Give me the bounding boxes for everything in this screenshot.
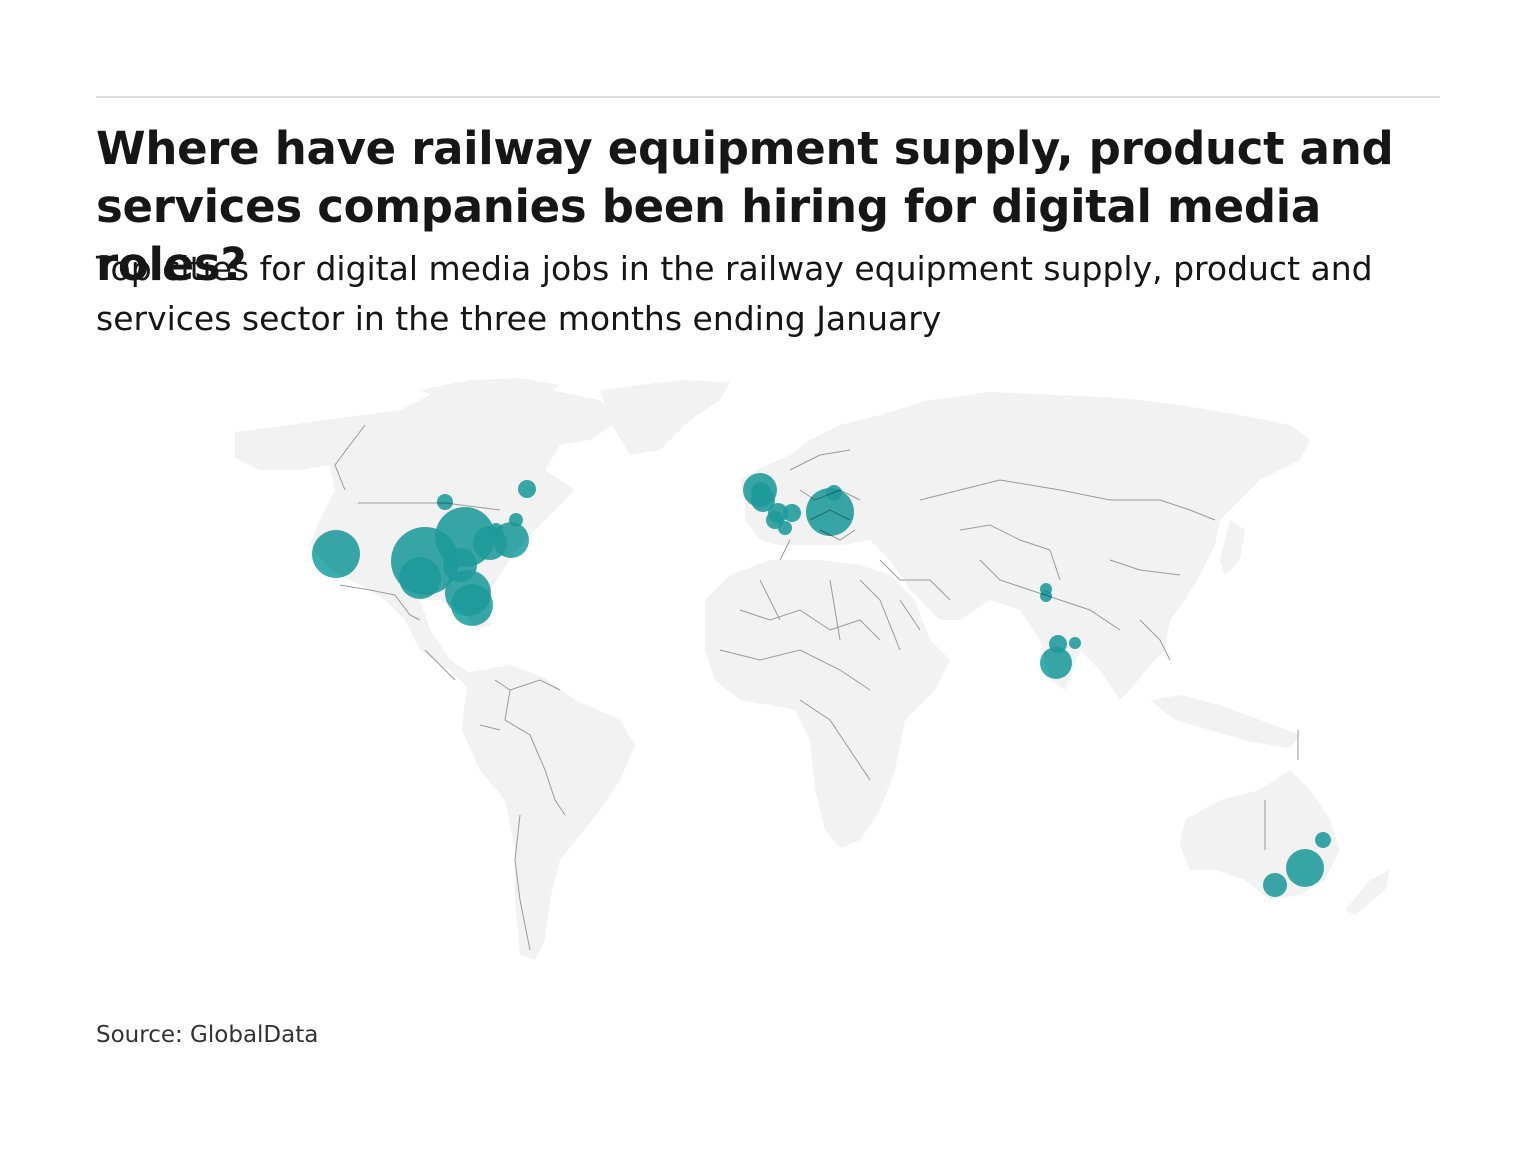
- bubble-canada-east: [518, 480, 536, 498]
- bubble-canada-central: [437, 494, 453, 510]
- bubble-india-south: [1040, 647, 1072, 679]
- southeast-asia-islands-land: [1150, 695, 1300, 748]
- world-map: [235, 378, 1390, 960]
- alaska-border: [334, 424, 366, 491]
- chart-title: Where have railway equipment supply, pro…: [96, 122, 1394, 291]
- mexico-central-america-border: [424, 649, 456, 681]
- bubbles: [312, 473, 1331, 897]
- bubble-germany-west: [783, 504, 801, 522]
- bubble-india-north-2: [1040, 590, 1052, 602]
- eurasia-land: [740, 392, 1310, 700]
- bubble-us-southeast: [451, 584, 493, 626]
- bubble-us-northeast-small: [489, 523, 503, 537]
- source-note: Source: GlobalData: [96, 1022, 319, 1048]
- bubble-us-west-coast: [312, 530, 360, 578]
- bubble-france-south: [778, 521, 792, 535]
- africa-borders: [719, 579, 901, 781]
- bubble-australia-brisbane: [1315, 832, 1331, 848]
- us-mexico-border: [339, 584, 421, 621]
- bubble-australia-melbourne: [1263, 873, 1287, 897]
- bubble-poland: [826, 485, 842, 501]
- bubble-australia-sydney: [1286, 849, 1324, 887]
- bubble-uk-london: [751, 482, 771, 502]
- africa-land: [705, 560, 950, 848]
- australia-borders: [1264, 730, 1299, 850]
- south-america-borders: [479, 679, 566, 951]
- south-america-land: [462, 665, 635, 960]
- bubble-india-east: [1069, 637, 1081, 649]
- japan-land: [1220, 520, 1245, 575]
- bubble-canada-quebec: [509, 513, 523, 527]
- bubble-central-europe: [806, 488, 854, 536]
- new-zealand-land: [1345, 870, 1390, 915]
- land-masses: [235, 378, 1390, 960]
- greenland-land: [600, 380, 730, 455]
- chart-subtitle: Top cities for digital media jobs in the…: [96, 249, 1373, 338]
- arctic-islands-land: [420, 378, 560, 405]
- top-divider: [96, 96, 1440, 98]
- bubble-us-central-south: [399, 557, 441, 599]
- middle-east-borders: [859, 559, 951, 631]
